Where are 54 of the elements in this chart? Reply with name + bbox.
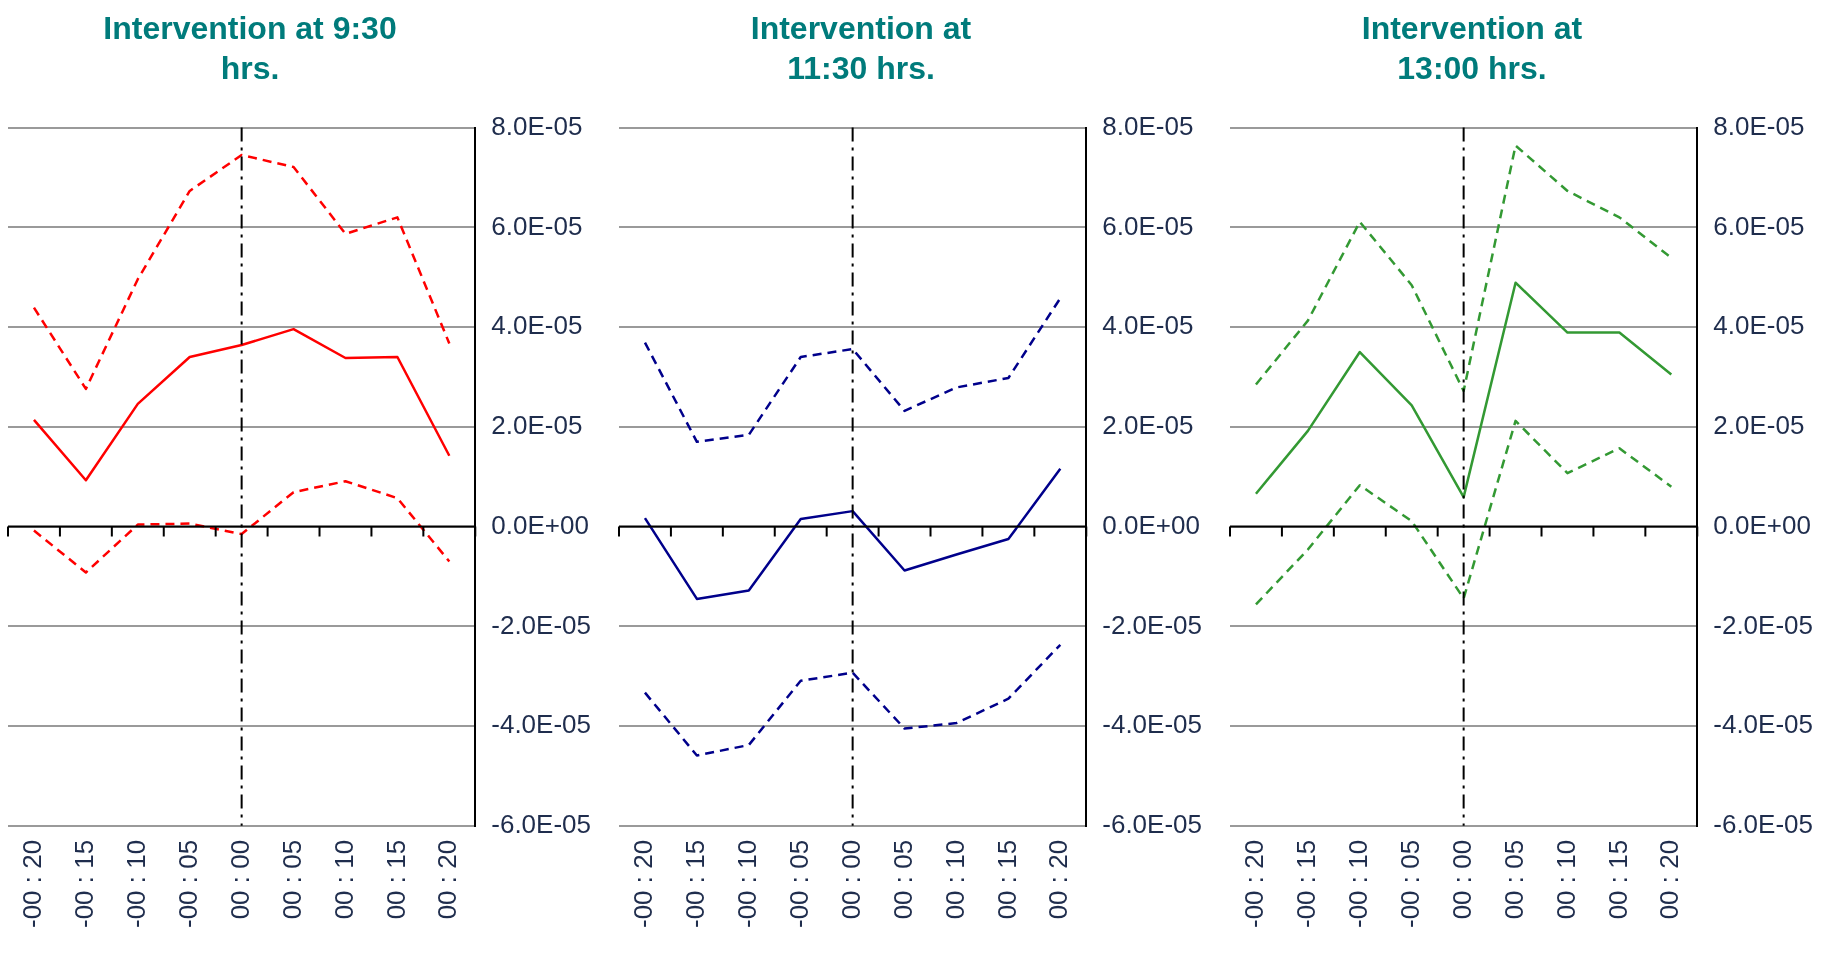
x-tick-label: -00 : 05 bbox=[783, 839, 814, 928]
x-tick-label: 00 : 10 bbox=[939, 839, 970, 920]
y-tick-label: -2.0E-05 bbox=[491, 609, 592, 640]
y-tick-label: 2.0E-05 bbox=[1713, 410, 1805, 441]
y-tick-label: 0.0E+00 bbox=[1102, 509, 1200, 540]
x-tick-label: 00 : 20 bbox=[432, 839, 463, 920]
x-tick-label: -00 : 10 bbox=[731, 839, 762, 928]
y-tick-label: -6.0E-05 bbox=[491, 809, 592, 839]
y-tick-label: 4.0E-05 bbox=[1713, 310, 1805, 341]
x-tick-label: 00 : 20 bbox=[1043, 839, 1074, 920]
x-tick-label: 00 : 00 bbox=[1446, 839, 1477, 920]
y-tick-label: 8.0E-05 bbox=[491, 110, 583, 141]
x-tick-label: 00 : 00 bbox=[835, 839, 866, 920]
x-tick-label: -00 : 10 bbox=[120, 839, 151, 928]
x-tick-label: 00 : 05 bbox=[887, 839, 918, 920]
y-tick-label: 2.0E-05 bbox=[491, 410, 583, 441]
y-tick-label: 8.0E-05 bbox=[1102, 110, 1194, 141]
x-tick-label: 00 : 15 bbox=[1602, 839, 1633, 920]
x-tick-label: 00 : 20 bbox=[1654, 839, 1685, 920]
x-tick-label: 00 : 05 bbox=[1498, 839, 1529, 920]
y-tick-label: 0.0E+00 bbox=[491, 509, 589, 540]
y-tick-label: 6.0E-05 bbox=[1102, 210, 1194, 241]
x-tick-label: -00 : 10 bbox=[1342, 839, 1373, 928]
y-tick-label: -4.0E-05 bbox=[491, 709, 592, 740]
x-tick-label: 00 : 00 bbox=[224, 839, 255, 920]
x-tick-label: -00 : 05 bbox=[1394, 839, 1425, 928]
x-tick-label: 00 : 15 bbox=[991, 839, 1022, 920]
chart-title: Intervention at 9:30 hrs. bbox=[102, 9, 398, 88]
x-tick-label: -00 : 15 bbox=[1291, 839, 1322, 928]
y-tick-label: -6.0E-05 bbox=[1102, 809, 1203, 839]
y-tick-label: 6.0E-05 bbox=[1713, 210, 1805, 241]
x-tick-label: 00 : 15 bbox=[380, 839, 411, 920]
y-tick-label: 4.0E-05 bbox=[491, 310, 583, 341]
y-tick-label: 4.0E-05 bbox=[1102, 310, 1194, 341]
x-tick-label: 00 : 10 bbox=[328, 839, 359, 920]
y-tick-label: -6.0E-05 bbox=[1713, 809, 1814, 839]
chart-title: Intervention at 13:00 hrs. bbox=[1360, 9, 1584, 88]
x-tick-label: -00 : 20 bbox=[628, 839, 659, 928]
x-tick-label: -00 : 15 bbox=[69, 839, 100, 928]
x-tick-label: -00 : 20 bbox=[1239, 839, 1270, 928]
x-tick-label: 00 : 10 bbox=[1550, 839, 1581, 920]
y-tick-label: 2.0E-05 bbox=[1102, 410, 1194, 441]
y-tick-label: -4.0E-05 bbox=[1102, 709, 1203, 740]
x-tick-label: -00 : 15 bbox=[680, 839, 711, 928]
y-tick-label: -2.0E-05 bbox=[1102, 609, 1203, 640]
y-tick-label: 8.0E-05 bbox=[1713, 110, 1805, 141]
y-tick-label: -4.0E-05 bbox=[1713, 709, 1814, 740]
y-tick-label: 0.0E+00 bbox=[1713, 509, 1811, 540]
chart-title: Intervention at 11:30 hrs. bbox=[749, 9, 973, 88]
y-tick-label: -2.0E-05 bbox=[1713, 609, 1814, 640]
x-tick-label: 00 : 05 bbox=[276, 839, 307, 920]
y-tick-label: 6.0E-05 bbox=[491, 210, 583, 241]
x-tick-label: -00 : 20 bbox=[17, 839, 48, 928]
x-tick-label: -00 : 05 bbox=[172, 839, 203, 928]
